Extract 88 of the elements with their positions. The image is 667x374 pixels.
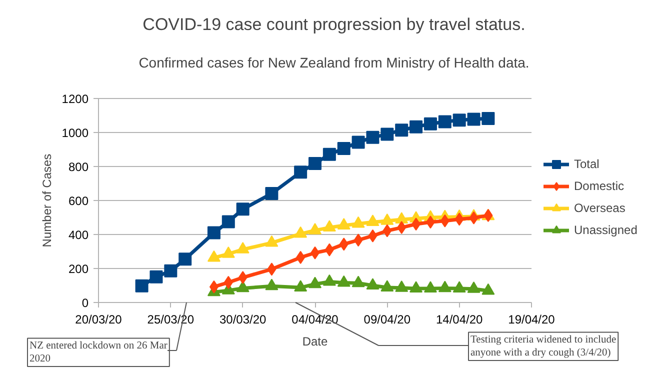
point bbox=[337, 218, 350, 230]
y-axis-title: Number of Cases bbox=[40, 154, 54, 248]
point bbox=[412, 218, 421, 231]
point bbox=[209, 280, 218, 294]
point bbox=[352, 216, 365, 228]
point bbox=[222, 215, 235, 228]
point bbox=[440, 214, 450, 228]
point bbox=[469, 211, 478, 224]
point bbox=[238, 271, 248, 284]
point bbox=[207, 226, 220, 240]
legend-label: Total bbox=[574, 157, 600, 171]
legend-label: Overseas bbox=[574, 201, 626, 215]
point bbox=[467, 281, 480, 293]
point bbox=[382, 224, 392, 238]
point bbox=[150, 270, 163, 284]
point bbox=[236, 242, 250, 254]
point bbox=[339, 238, 348, 251]
point bbox=[322, 148, 336, 161]
point bbox=[366, 130, 380, 144]
point bbox=[265, 278, 278, 290]
y-tick-label: 1200 bbox=[62, 92, 89, 106]
point bbox=[294, 166, 308, 179]
point bbox=[337, 142, 350, 155]
point bbox=[452, 281, 466, 293]
point bbox=[368, 229, 378, 242]
point bbox=[308, 222, 322, 234]
legend-label: Domestic bbox=[574, 179, 624, 193]
point bbox=[467, 112, 480, 126]
x-tick-label: 14/04/20 bbox=[436, 312, 484, 326]
point bbox=[426, 216, 435, 229]
x-tick-label: 30/03/20 bbox=[219, 312, 267, 326]
point bbox=[267, 262, 276, 276]
point bbox=[482, 112, 495, 126]
point bbox=[380, 280, 394, 292]
point bbox=[424, 117, 437, 130]
text: Testing criteria widened to include anyone with a dry cough (3/4/20) bbox=[470, 334, 616, 358]
point bbox=[224, 276, 233, 289]
point bbox=[452, 114, 466, 127]
point bbox=[395, 124, 408, 137]
x-tick-label: 19/04/20 bbox=[508, 312, 556, 326]
point bbox=[164, 264, 178, 278]
point bbox=[308, 156, 322, 170]
point bbox=[294, 280, 308, 292]
point bbox=[296, 250, 306, 264]
point bbox=[337, 275, 350, 287]
point bbox=[265, 235, 278, 247]
y-tick-label: 0 bbox=[82, 296, 89, 310]
x-tick-label: 09/04/20 bbox=[364, 312, 411, 326]
chart-title: COVID-19 case count progression by travel status. bbox=[142, 15, 526, 34]
point bbox=[236, 202, 250, 216]
y-tick-label: 800 bbox=[68, 160, 89, 174]
point bbox=[395, 280, 408, 292]
point bbox=[222, 246, 235, 258]
point bbox=[354, 234, 363, 247]
text: NZ entered lockdown on 26 Mar 2020 bbox=[30, 340, 168, 364]
point bbox=[454, 212, 464, 226]
point bbox=[265, 187, 278, 200]
point bbox=[366, 214, 380, 226]
point bbox=[438, 280, 452, 292]
point bbox=[352, 276, 365, 288]
point bbox=[308, 276, 322, 288]
x-tick-label: 20/03/20 bbox=[75, 312, 122, 326]
point bbox=[352, 136, 365, 149]
point bbox=[236, 280, 250, 292]
y-tick-label: 600 bbox=[68, 194, 89, 208]
x-axis-title: Date bbox=[302, 334, 328, 348]
point bbox=[322, 274, 336, 286]
point bbox=[397, 221, 406, 234]
point bbox=[482, 283, 495, 295]
y-tick-label: 1000 bbox=[62, 126, 89, 140]
point bbox=[366, 278, 380, 290]
point bbox=[410, 120, 423, 134]
point bbox=[380, 128, 394, 141]
point bbox=[424, 281, 437, 293]
point bbox=[322, 220, 336, 232]
point bbox=[178, 252, 192, 266]
point bbox=[380, 213, 394, 225]
point bbox=[294, 226, 308, 238]
y-tick-label: 400 bbox=[68, 228, 89, 242]
chart-subtitle: Confirmed cases for New Zealand from Ministry of Health data. bbox=[138, 54, 530, 70]
point bbox=[410, 281, 423, 293]
point bbox=[438, 115, 452, 128]
legend-label: Unassigned bbox=[574, 223, 638, 237]
point bbox=[395, 212, 408, 224]
point bbox=[324, 243, 334, 256]
y-tick-label: 200 bbox=[68, 262, 89, 276]
point bbox=[135, 279, 148, 292]
point bbox=[207, 250, 220, 262]
